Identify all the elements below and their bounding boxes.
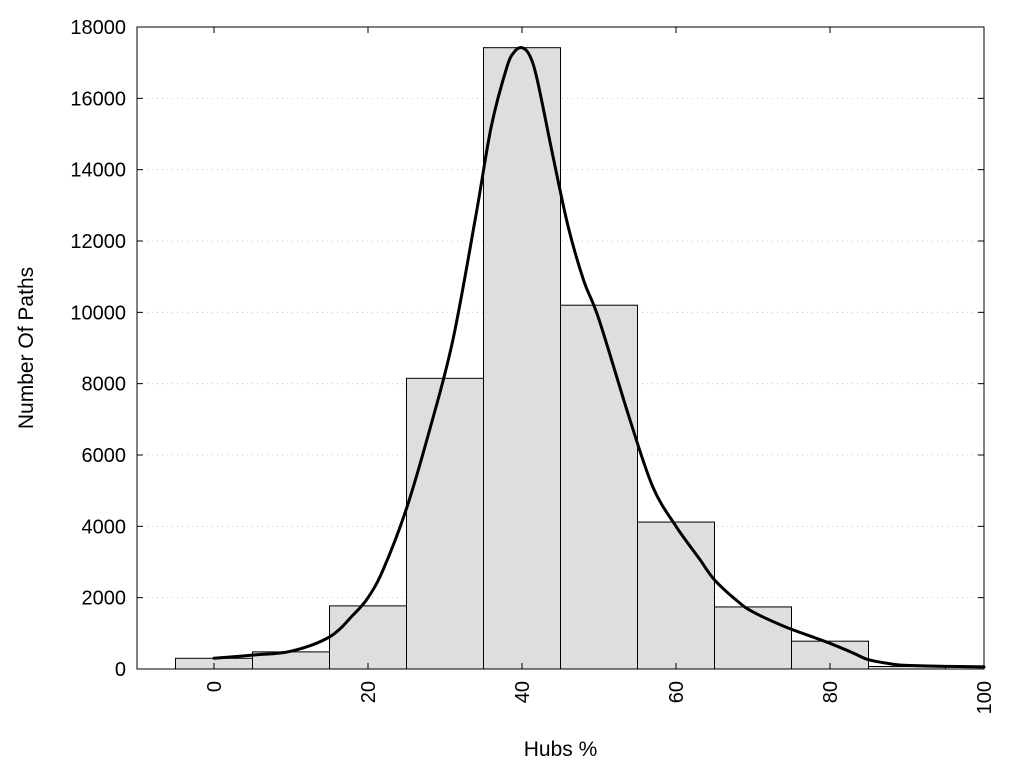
y-tick-label: 6000 (82, 445, 127, 467)
x-tick-label: 0 (204, 681, 226, 692)
y-axis-title: Number Of Paths (15, 267, 38, 429)
y-tick-label: 10000 (70, 302, 126, 324)
grid-lines (137, 97, 984, 599)
plot-frame (136, 26, 985, 670)
y-tick-label: 12000 (70, 231, 126, 253)
y-tick-label: 4000 (82, 516, 127, 538)
x-tick-label: 20 (358, 681, 380, 703)
axis-ticks (137, 26, 985, 670)
y-tick-label: 18000 (70, 17, 126, 39)
density-curve (212, 46, 986, 669)
y-axis-tick-labels: 0 2000 4000 6000 8000 10000 12000 14000 16000 180… (70, 17, 126, 681)
x-tick-label: 100 (974, 681, 996, 714)
histogram-bars (175, 47, 946, 670)
y-tick-label: 0 (115, 659, 126, 681)
x-tick-label: 60 (666, 681, 688, 703)
histogram-bar (406, 377, 484, 670)
histogram-bar (329, 605, 407, 670)
y-tick-label: 16000 (70, 88, 126, 110)
x-axis-tick-labels: 0 20 40 60 80 100 (204, 681, 996, 714)
x-axis-title: Hubs % (524, 738, 598, 761)
y-tick-label: 2000 (82, 588, 127, 610)
histogram-bar (714, 606, 792, 670)
y-tick-label: 8000 (82, 374, 127, 396)
x-tick-label: 80 (820, 681, 842, 703)
x-tick-label: 40 (512, 681, 534, 703)
histogram-bar (637, 521, 715, 670)
histogram-bar (560, 304, 638, 670)
y-tick-label: 14000 (70, 160, 126, 182)
